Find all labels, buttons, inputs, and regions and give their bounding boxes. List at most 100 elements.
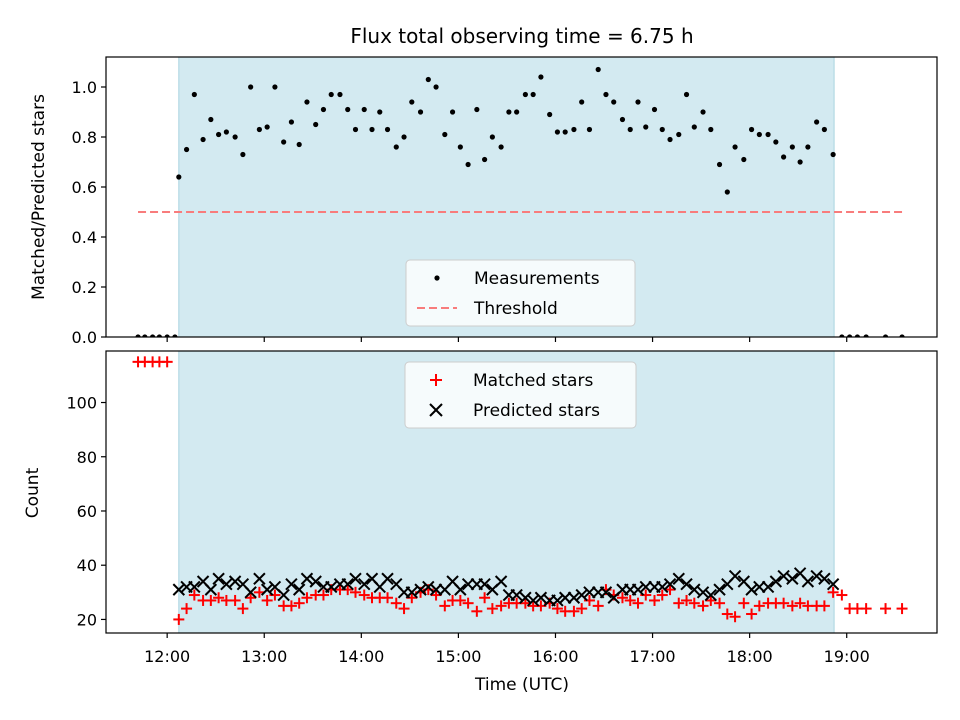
measurement-point xyxy=(611,99,617,105)
x-tick-label: 16:00 xyxy=(532,647,578,666)
matched-star-point xyxy=(896,603,908,615)
measurement-point xyxy=(425,76,431,83)
matched-star-point xyxy=(358,589,370,601)
top-y-tick-label: 0.0 xyxy=(72,328,97,347)
x-tick-label: 19:00 xyxy=(824,647,870,666)
measurement-point xyxy=(498,144,504,150)
top-axes-frame xyxy=(105,56,938,338)
predicted-star-point xyxy=(688,583,701,596)
matched-star-point xyxy=(705,594,717,606)
predicted-star-point xyxy=(777,569,790,583)
matched-star-point xyxy=(173,613,185,625)
predicted-star-point xyxy=(745,583,758,596)
measurement-point xyxy=(135,334,141,337)
x-tick-label: 13:00 xyxy=(241,647,287,666)
top-legend: Measurements Threshold xyxy=(405,259,636,327)
x-tick-label: 15:00 xyxy=(435,647,481,666)
measurement-point xyxy=(417,109,424,115)
legend-matched-marker xyxy=(430,374,442,386)
predicted-star-point xyxy=(575,588,588,602)
bottom-x-ticks: 12:00 13:00 14:00 15:00 16:00 17:00 18:00 19:00 xyxy=(144,633,870,666)
predicted-star-point xyxy=(292,583,306,596)
matched-star-point xyxy=(205,594,217,606)
top-y-tick-label: 0.6 xyxy=(72,178,97,197)
measurement-point xyxy=(377,109,383,115)
x-tick-label: 12:00 xyxy=(144,647,190,666)
measurement-point xyxy=(296,141,302,148)
bottom-panel: 20 40 60 80 100 12:00 13:00 14:00 15:00 16:00 17:… xyxy=(23,350,938,695)
legend-threshold-label: Threshold xyxy=(473,299,558,319)
matched-star-point xyxy=(229,594,241,606)
measurement-point xyxy=(223,129,229,135)
measurement-point xyxy=(882,334,889,337)
predicted-star-point xyxy=(325,580,338,594)
legend-predicted-label: Predicted stars xyxy=(473,401,600,421)
measurement-point xyxy=(830,151,836,158)
predicted-star-point xyxy=(228,575,242,588)
measurement-point xyxy=(232,134,238,140)
measurement-point xyxy=(863,334,869,337)
measurement-point xyxy=(149,334,156,337)
bottom-legend-box xyxy=(404,361,637,429)
measurement-point xyxy=(724,189,730,195)
matched-star-point xyxy=(390,597,402,609)
matched-star-point xyxy=(721,608,733,620)
matched-star-point xyxy=(237,603,249,615)
measurement-point xyxy=(401,134,407,140)
matched-star-point xyxy=(261,594,273,606)
bottom-axes-frame xyxy=(105,350,938,634)
measurement-point xyxy=(603,91,609,98)
matched-star-point xyxy=(462,597,474,609)
measurement-point xyxy=(805,144,811,150)
matched-star-point xyxy=(382,592,394,604)
measurement-point xyxy=(176,174,182,180)
predicted-star-point xyxy=(551,594,564,607)
matched-star-point xyxy=(836,589,848,601)
predicted-star-point xyxy=(801,575,815,588)
measurement-point xyxy=(384,126,391,133)
top-y-ticks: 0.0 0.2 0.4 0.6 0.8 1.0 xyxy=(72,78,106,347)
measurement-point xyxy=(337,91,343,98)
predicted-star-point xyxy=(285,577,298,591)
predicted-star-point xyxy=(341,577,354,591)
predicted-star-point xyxy=(300,572,314,585)
measurement-point xyxy=(765,131,771,138)
measurement-point xyxy=(821,126,827,133)
bottom-y-tick-label: 40 xyxy=(77,556,97,575)
measurement-point xyxy=(393,144,399,150)
predicted-star-point xyxy=(519,591,532,604)
measurement-point xyxy=(579,99,585,105)
measurement-point xyxy=(433,84,439,90)
predicted-star-point xyxy=(599,586,613,599)
predicted-star-point xyxy=(567,591,581,604)
bottom-y-tick-label: 60 xyxy=(77,502,97,521)
matched-star-point xyxy=(624,594,636,606)
predicted-star-point xyxy=(454,583,467,596)
measurement-point xyxy=(465,161,471,168)
matched-star-point xyxy=(486,603,498,615)
predicted-star-point xyxy=(188,580,201,594)
measurement-point xyxy=(586,126,593,133)
measurement-point xyxy=(732,144,738,150)
matched-star-point xyxy=(616,592,628,604)
predicted-star-point xyxy=(810,569,823,583)
measurement-point xyxy=(571,126,577,133)
measurement-point xyxy=(814,119,820,125)
legend-predicted-marker xyxy=(429,403,443,417)
top-x-ticks xyxy=(166,337,848,342)
predicted-star-point xyxy=(713,583,726,596)
matched-star-point xyxy=(729,611,741,623)
matched-star-point xyxy=(648,594,660,606)
measurement-point xyxy=(164,334,170,337)
matched-star-point xyxy=(688,597,700,609)
bottom-y-tick-label: 100 xyxy=(66,394,97,413)
matched-star-point xyxy=(285,600,297,612)
measurement-point xyxy=(328,91,334,98)
matched-star-point xyxy=(293,597,305,609)
measurement-point xyxy=(288,119,295,125)
measurement-point xyxy=(839,334,845,337)
top-y-tick-label: 0.2 xyxy=(72,278,97,297)
measurement-point xyxy=(741,156,747,163)
